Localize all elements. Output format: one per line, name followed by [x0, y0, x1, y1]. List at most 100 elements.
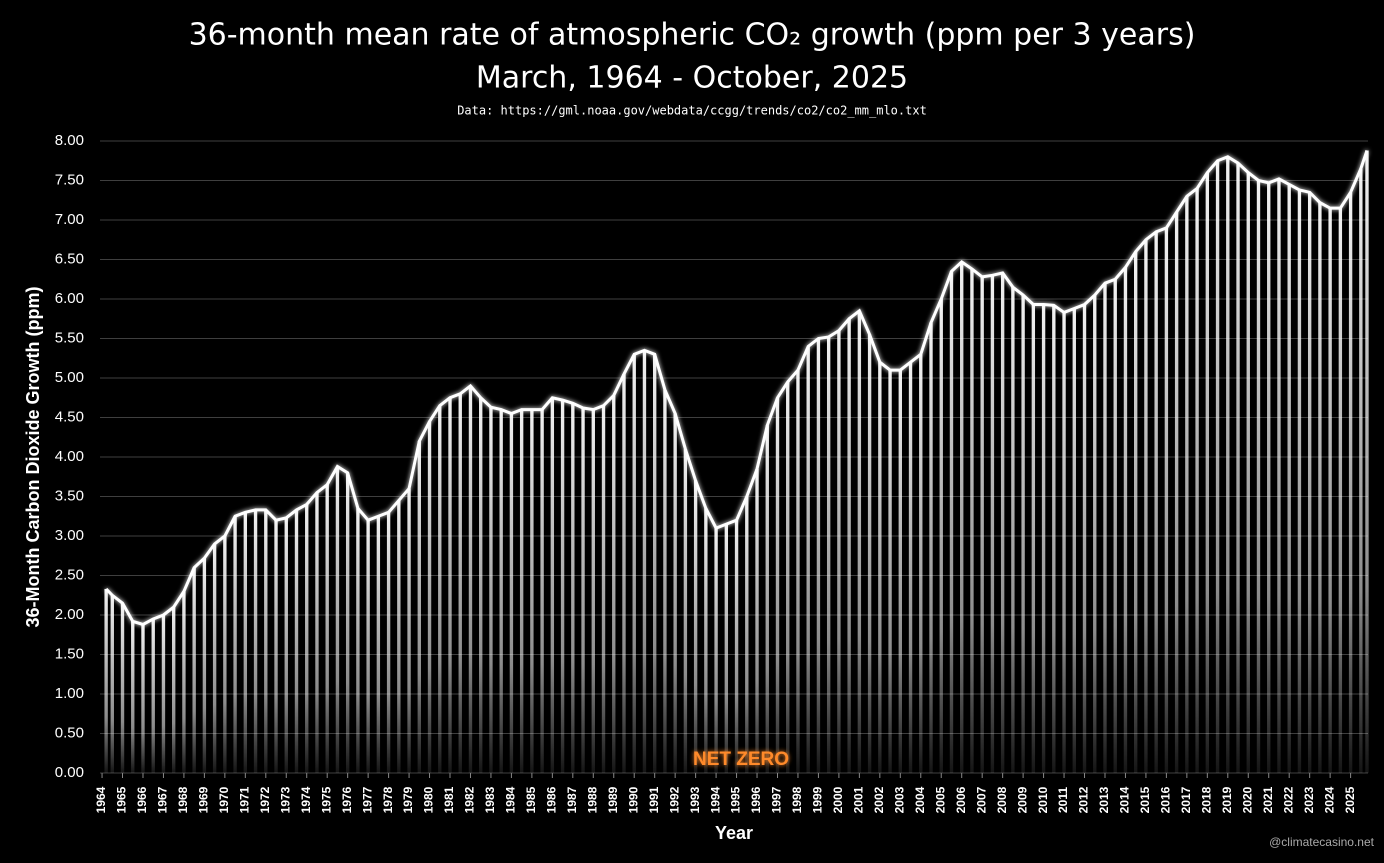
y-tick-label: 8.00 — [55, 132, 84, 149]
bar — [1287, 184, 1291, 773]
x-tick-label: 2011 — [1056, 787, 1070, 813]
x-tick-label: 1972 — [258, 786, 272, 813]
bar — [1338, 208, 1343, 773]
bar — [530, 409, 534, 773]
x-tick-label: 2008 — [995, 786, 1009, 813]
bar — [786, 381, 790, 773]
x-tick-label: 1975 — [319, 786, 333, 813]
bar — [816, 338, 821, 773]
bar — [131, 621, 135, 773]
bar — [1174, 212, 1179, 774]
x-tick-label: 1991 — [647, 786, 661, 813]
chart-title: 36-month mean rate of atmospheric CO₂ gr… — [189, 18, 1196, 53]
x-tick-label: 1978 — [381, 786, 395, 813]
bar — [1205, 172, 1210, 774]
bar — [1365, 150, 1369, 774]
bar — [366, 520, 370, 773]
bar — [1185, 196, 1189, 774]
x-tick-label: 1966 — [135, 786, 149, 813]
x-tick-label: 1979 — [401, 786, 415, 813]
bar — [141, 624, 145, 773]
x-tick-label: 1982 — [463, 786, 477, 813]
bar — [734, 520, 739, 773]
x-tick-label: 1977 — [360, 786, 374, 813]
bar — [1123, 267, 1128, 773]
bar — [745, 496, 749, 773]
x-tick-label: 1973 — [278, 786, 292, 813]
bar — [305, 504, 309, 773]
x-tick-label: 1980 — [422, 786, 436, 813]
x-tick-label: 1983 — [483, 786, 497, 813]
bar — [601, 405, 606, 773]
y-tick-label: 0.00 — [55, 764, 84, 781]
x-tick-label: 1971 — [237, 786, 251, 813]
x-tick-label: 1989 — [606, 786, 620, 813]
bar — [356, 508, 360, 773]
bar — [1031, 304, 1036, 773]
bar — [888, 370, 892, 773]
bar — [1072, 308, 1076, 773]
x-tick-label: 2003 — [892, 786, 906, 813]
bar — [499, 409, 503, 773]
bar — [120, 603, 125, 773]
x-tick-label: 2018 — [1199, 786, 1213, 813]
x-tick-label: 1986 — [545, 786, 559, 813]
bar — [683, 449, 688, 773]
bar — [714, 528, 718, 773]
y-tick-label: 7.00 — [55, 211, 84, 228]
bar — [755, 468, 759, 773]
x-tick-label: 2004 — [913, 786, 927, 813]
x-tick-label: 1999 — [811, 786, 825, 813]
bar — [315, 492, 319, 773]
bar — [765, 425, 769, 773]
x-tick-label: 2005 — [933, 786, 947, 813]
x-tick-label: 1967 — [156, 786, 170, 813]
bar — [693, 480, 698, 773]
x-tick-label: 1976 — [340, 786, 354, 813]
x-tick-label: 1968 — [176, 786, 190, 813]
bar — [1062, 312, 1066, 773]
bar — [775, 397, 780, 773]
bar — [867, 334, 872, 773]
x-tick-label: 2023 — [1302, 786, 1316, 813]
bar — [939, 299, 943, 773]
x-tick-label: 1969 — [197, 786, 211, 813]
x-tick-label: 1990 — [626, 786, 640, 813]
x-tick-label: 2020 — [1240, 786, 1254, 813]
y-tick-label: 2.50 — [55, 566, 84, 583]
y-tick-label: 7.50 — [55, 171, 84, 188]
y-axis-label: 36-Month Carbon Dioxide Growth (ppm) — [23, 287, 43, 628]
bar — [448, 397, 452, 773]
bar — [806, 346, 810, 773]
bar — [253, 509, 258, 773]
bar — [1164, 227, 1169, 773]
bar — [847, 318, 851, 773]
bar — [560, 400, 565, 773]
x-tick-label: 2014 — [1118, 786, 1132, 813]
bar — [1226, 156, 1230, 774]
bar — [1328, 208, 1332, 773]
bar — [509, 413, 514, 773]
source-note: Data: https://gml.noaa.gov/webdata/ccgg/… — [457, 104, 927, 118]
bar — [489, 407, 493, 773]
x-tick-label: 2007 — [974, 786, 988, 813]
bar — [1021, 295, 1025, 773]
bar — [652, 354, 657, 773]
bar — [622, 374, 626, 773]
bars — [104, 150, 1369, 774]
x-tick-label: 1985 — [524, 786, 538, 813]
bar — [632, 354, 636, 773]
bar — [182, 591, 186, 773]
bar — [796, 370, 800, 773]
bar — [1103, 283, 1107, 773]
bar — [397, 500, 401, 773]
x-tick-label: 1995 — [729, 786, 743, 813]
bar — [1000, 272, 1005, 773]
bar — [223, 536, 227, 773]
x-tick-label: 2012 — [1077, 786, 1091, 813]
bar — [1093, 295, 1097, 773]
x-tick-label: 2025 — [1343, 786, 1357, 813]
bar — [571, 403, 575, 773]
x-tick-label: 2000 — [831, 786, 845, 813]
bar — [284, 517, 288, 773]
